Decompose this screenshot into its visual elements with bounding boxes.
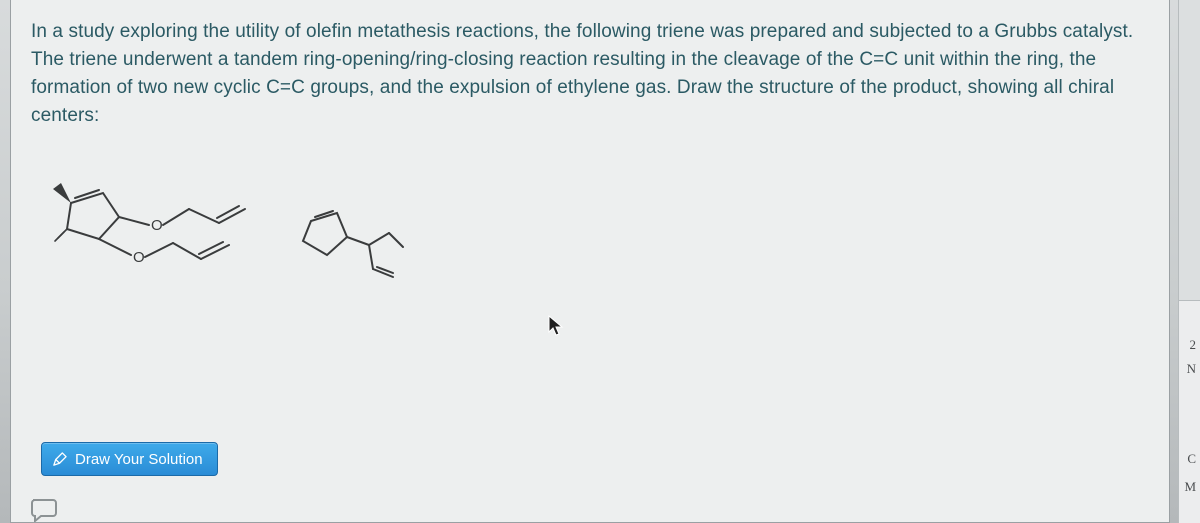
problem-card: In a study exploring the utility of olef… [10, 0, 1170, 523]
oxygen-atom-label: O [151, 217, 163, 234]
page-root: In a study exploring the utility of olef… [0, 0, 1200, 523]
sliver-text: C [1187, 451, 1196, 467]
problem-statement: In a study exploring the utility of olef… [31, 18, 1151, 130]
feedback-icon[interactable] [29, 498, 59, 523]
draw-solution-button[interactable]: Draw Your Solution [41, 442, 218, 476]
sliver-text: M [1184, 479, 1196, 495]
right-edge-panel: 2 N C M [1178, 0, 1200, 523]
product-sketch-diagram [285, 185, 415, 295]
oxygen-atom-label: O [133, 249, 145, 266]
right-edge-bottom: 2 N C M [1178, 300, 1200, 523]
sliver-text: 2 [1190, 337, 1197, 353]
pencil-icon [52, 452, 67, 467]
draw-solution-button-label: Draw Your Solution [75, 451, 203, 468]
cursor-icon [548, 315, 564, 342]
structure-diagrams: O O [31, 165, 415, 300]
sliver-text: N [1187, 361, 1196, 377]
triene-structure-diagram: O O [31, 165, 261, 295]
right-edge-top [1178, 0, 1200, 300]
